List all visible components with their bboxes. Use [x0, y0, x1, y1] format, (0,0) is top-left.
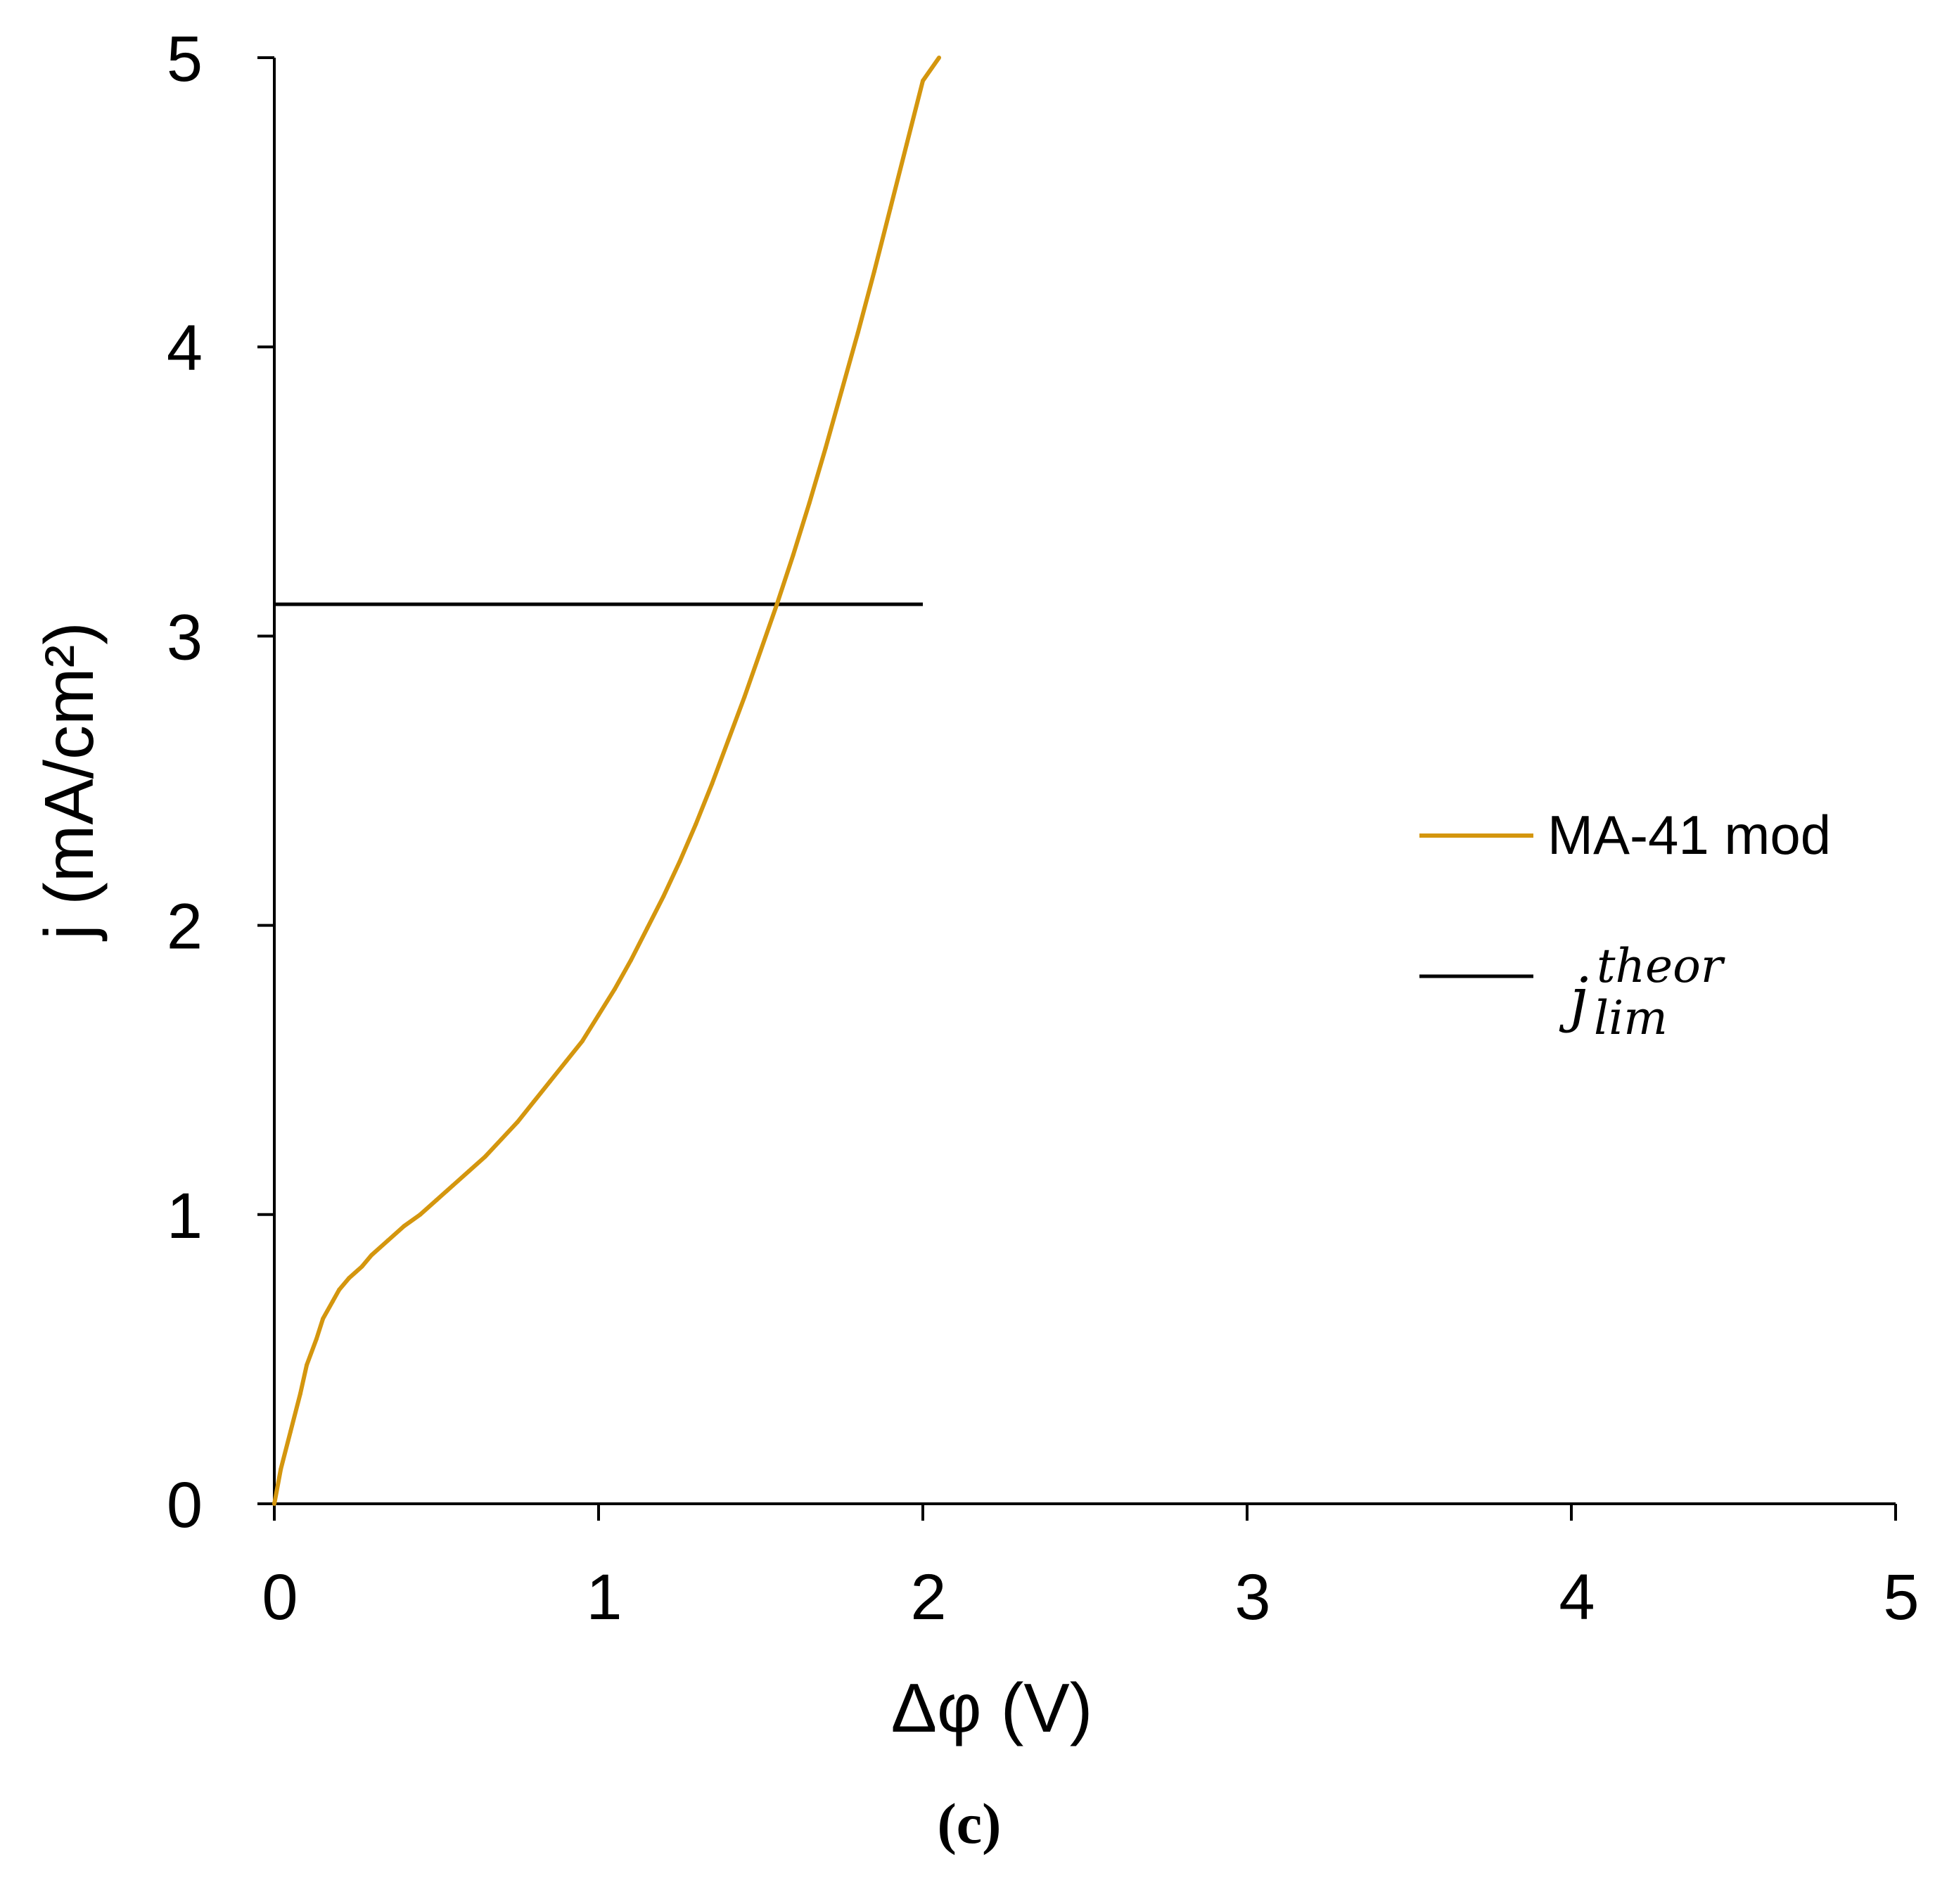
- legend-label-j-main: j: [1559, 965, 1588, 1034]
- y-tick-label: 1: [167, 1180, 203, 1252]
- data-point-ma-41-mod: [563, 1059, 568, 1063]
- x-tick-label: 1: [586, 1561, 622, 1633]
- data-point-ma-41-mod: [710, 781, 715, 786]
- data-point-ma-41-mod: [434, 1198, 439, 1203]
- data-point-ma-41-mod: [937, 56, 942, 60]
- data-point-ma-41-mod: [791, 553, 796, 558]
- x-tick-labels: 0 1 2 3 4 5: [262, 1561, 1919, 1633]
- figure-caption: (c): [937, 1791, 1001, 1855]
- data-point-ma-41-mod: [418, 1212, 423, 1217]
- data-point-ma-41-mod: [677, 860, 682, 864]
- data-point-ma-41-mod: [694, 822, 698, 826]
- y-tick-label: 3: [167, 601, 203, 673]
- data-point-ma-41-mod: [385, 1238, 390, 1243]
- y-tick-labels: 0 1 2 3 4 5: [167, 23, 203, 1541]
- y-tick-label: 4: [167, 312, 203, 384]
- data-point-ma-41-mod: [758, 648, 763, 653]
- data-point-ma-41-mod: [921, 78, 925, 83]
- x-ticks: [273, 1504, 1897, 1521]
- legend-label-j-superscript: theor: [1597, 939, 1725, 993]
- data-point-ma-41-mod: [305, 1362, 309, 1367]
- data-point-ma-41-mod: [347, 1276, 352, 1281]
- x-tick-label: 4: [1559, 1561, 1595, 1633]
- x-tick-label: 0: [262, 1561, 298, 1633]
- data-point-ma-41-mod: [596, 1013, 601, 1018]
- y-axis-title: j (mA/cm²): [30, 622, 108, 942]
- data-point-ma-41-mod: [645, 926, 650, 931]
- y-ticks: [257, 56, 274, 1505]
- data-point-ma-41-mod: [272, 1502, 276, 1506]
- y-tick-label: 2: [167, 891, 203, 963]
- data-point-ma-41-mod: [888, 205, 893, 210]
- data-point-ma-41-mod: [742, 694, 747, 699]
- y-tick-label: 5: [167, 23, 203, 95]
- data-point-ma-41-mod: [483, 1154, 487, 1159]
- data-point-ma-41-mod: [402, 1224, 407, 1229]
- data-point-ma-41-mod: [774, 602, 779, 607]
- data-point-ma-41-mod: [871, 269, 876, 274]
- data-point-ma-41-mod: [839, 388, 844, 392]
- data-point-ma-41-mod: [359, 1264, 364, 1269]
- legend[interactable]: MA-41 mod j theor lim: [1419, 804, 1831, 1045]
- data-point-ma-41-mod: [298, 1391, 302, 1396]
- series-points-ma-41-mod: [272, 56, 942, 1506]
- x-tick-label: 5: [1883, 1561, 1919, 1633]
- x-tick-label: 2: [910, 1561, 946, 1633]
- data-point-ma-41-mod: [466, 1169, 471, 1174]
- data-point-ma-41-mod: [337, 1287, 342, 1292]
- data-point-ma-41-mod: [904, 142, 909, 147]
- data-point-ma-41-mod: [288, 1429, 293, 1434]
- data-point-ma-41-mod: [515, 1120, 520, 1125]
- data-point-ma-41-mod: [580, 1039, 585, 1044]
- data-point-ma-41-mod: [531, 1099, 536, 1104]
- data-point-ma-41-mod: [823, 446, 828, 451]
- x-axis-title: Δφ (V): [891, 1669, 1093, 1746]
- data-point-ma-41-mod: [450, 1183, 455, 1188]
- legend-label-j-subscript: lim: [1594, 991, 1668, 1045]
- data-point-ma-41-mod: [629, 957, 634, 962]
- data-point-ma-41-mod: [330, 1299, 335, 1304]
- data-point-ma-41-mod: [613, 987, 618, 992]
- data-point-ma-41-mod: [499, 1137, 504, 1142]
- data-point-ma-41-mod: [369, 1253, 374, 1258]
- data-point-ma-41-mod: [321, 1316, 326, 1321]
- series-line-ma-41-mod: [272, 56, 941, 1504]
- legend-label-ma-41-mod: MA-41 mod: [1547, 804, 1831, 866]
- data-point-ma-41-mod: [661, 894, 666, 899]
- data-point-ma-41-mod: [855, 330, 860, 335]
- data-point-ma-41-mod: [726, 738, 731, 743]
- data-point-ma-41-mod: [279, 1467, 283, 1471]
- data-point-ma-41-mod: [314, 1336, 319, 1341]
- data-point-ma-41-mod: [807, 501, 812, 506]
- y-tick-label: 0: [167, 1469, 203, 1541]
- x-tick-label: 3: [1234, 1561, 1270, 1633]
- data-point-ma-41-mod: [547, 1079, 552, 1084]
